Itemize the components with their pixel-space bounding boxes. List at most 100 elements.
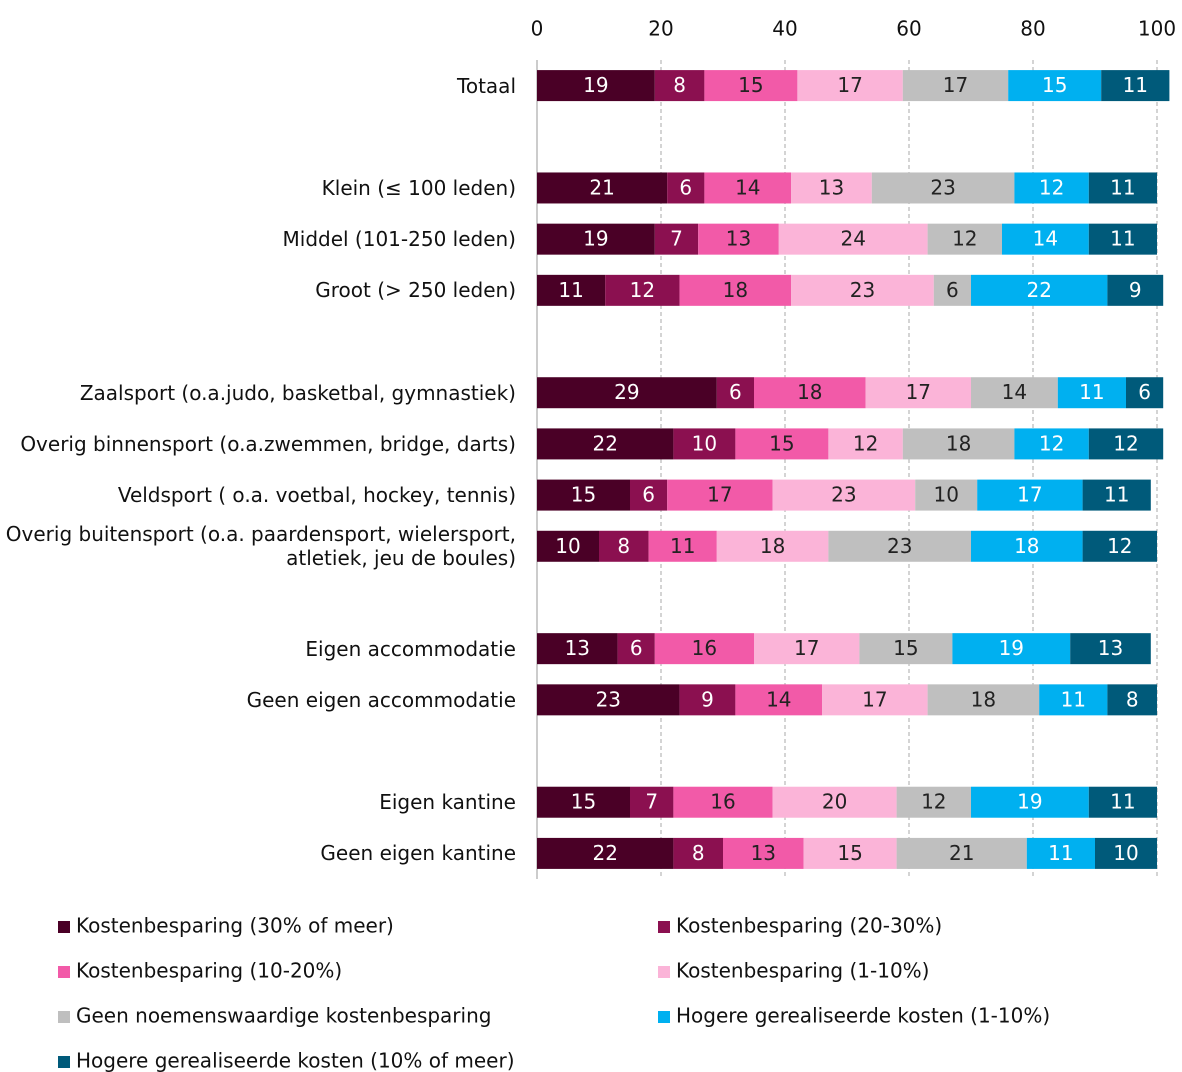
value-label: 19: [1017, 790, 1042, 814]
value-label: 15: [837, 841, 862, 865]
category-label: Geen eigen kantine: [320, 841, 516, 866]
bar-segment: [1014, 172, 1089, 204]
bar-segment: [1057, 377, 1126, 409]
value-label: 10: [933, 483, 958, 507]
bar-segment: [654, 70, 705, 102]
bar-segment: [537, 837, 674, 869]
value-label: 13: [819, 175, 844, 199]
category-label: Overig binnensport (o.a.zwemmen, bridge,…: [20, 431, 516, 456]
bar-segment: [605, 274, 680, 306]
bar-segment: [667, 479, 773, 511]
bar-segment: [1014, 428, 1089, 460]
value-label: 17: [1017, 483, 1042, 507]
value-label: 15: [769, 431, 794, 455]
bar-segment: [933, 274, 971, 306]
value-label: 6: [642, 483, 655, 507]
bar-segment: [1039, 684, 1108, 716]
bar-segment: [952, 633, 1071, 665]
legend-label: Hogere gerealiseerde kosten (1-10%): [676, 1004, 1050, 1028]
bar-segment: [648, 530, 717, 562]
legend-swatch: [658, 966, 670, 978]
bar-segment: [673, 786, 773, 818]
category-label: Zaalsport (o.a.judo, basketbal, gymnasti…: [79, 380, 516, 405]
bar-segment: [704, 172, 792, 204]
category-label: Geen eigen accommodatie: [246, 687, 516, 712]
value-label: 11: [1048, 841, 1073, 865]
value-label: 11: [1110, 175, 1135, 199]
category-label: Groot (> 250 leden): [315, 278, 516, 303]
bar-segment: [599, 530, 649, 562]
value-label: 18: [946, 431, 971, 455]
legend-label: Kostenbesparing (30% of meer): [76, 914, 394, 938]
value-label: 12: [1039, 175, 1064, 199]
value-label: 23: [930, 175, 955, 199]
value-label: 11: [558, 278, 583, 302]
bar-segment: [630, 786, 674, 818]
value-label: 13: [565, 636, 590, 660]
bar-segment: [803, 837, 897, 869]
value-label: 12: [1039, 431, 1064, 455]
value-label: 7: [670, 227, 683, 251]
value-label: 22: [592, 841, 617, 865]
value-label: 10: [555, 534, 580, 558]
value-label: 15: [571, 790, 596, 814]
bar-segment: [822, 684, 928, 716]
bar-segment: [865, 377, 971, 409]
value-label: 23: [831, 483, 856, 507]
x-tick-label: 40: [772, 17, 797, 41]
bar-segment: [673, 837, 723, 869]
bar-segment: [1088, 428, 1164, 460]
value-label: 11: [1123, 73, 1148, 97]
value-label: 11: [1079, 380, 1104, 404]
x-tick-label: 0: [531, 17, 544, 41]
legend-swatch: [658, 1011, 670, 1023]
bar-segment: [859, 633, 953, 665]
value-label: 10: [1113, 841, 1138, 865]
x-tick-label: 60: [896, 17, 921, 41]
category-label: Eigen accommodatie: [305, 636, 516, 661]
bar-segment: [971, 274, 1108, 306]
value-label: 15: [571, 483, 596, 507]
legend-label: Kostenbesparing (20-30%): [676, 914, 942, 938]
bar-segment: [1126, 377, 1164, 409]
category-label: Eigen kantine: [379, 790, 516, 815]
legend-swatch: [58, 921, 70, 933]
bar-segment: [537, 786, 630, 818]
value-label: 10: [692, 431, 717, 455]
bar-segment: [716, 377, 754, 409]
value-label: 18: [797, 380, 822, 404]
value-label: 6: [1138, 380, 1151, 404]
value-label: 12: [1113, 431, 1138, 455]
value-label: 6: [679, 175, 692, 199]
bar-segment: [896, 786, 971, 818]
bar-segment: [927, 223, 1002, 255]
value-label: 18: [1014, 534, 1039, 558]
bar-segment: [667, 172, 705, 204]
bar-segment: [1026, 837, 1095, 869]
bar-segment: [537, 377, 717, 409]
legend-swatch: [58, 966, 70, 978]
bar-segment: [698, 223, 779, 255]
value-label: 13: [1098, 636, 1123, 660]
bar-segment: [915, 479, 978, 511]
value-label: 11: [1061, 687, 1086, 711]
value-label: 6: [946, 278, 959, 302]
value-label: 17: [906, 380, 931, 404]
value-label: 17: [794, 636, 819, 660]
value-label: 29: [614, 380, 639, 404]
value-label: 21: [589, 175, 614, 199]
bar-segment: [716, 530, 829, 562]
value-label: 14: [1002, 380, 1027, 404]
value-label: 19: [583, 73, 608, 97]
value-label: 13: [726, 227, 751, 251]
bar-segment: [1008, 70, 1102, 102]
bar-segment: [828, 428, 903, 460]
bar-segment: [971, 786, 1089, 818]
bar-segment: [735, 428, 829, 460]
value-label: 16: [692, 636, 717, 660]
value-label: 7: [645, 790, 658, 814]
bar-segment: [1082, 530, 1157, 562]
category-label: Totaal: [457, 73, 516, 98]
